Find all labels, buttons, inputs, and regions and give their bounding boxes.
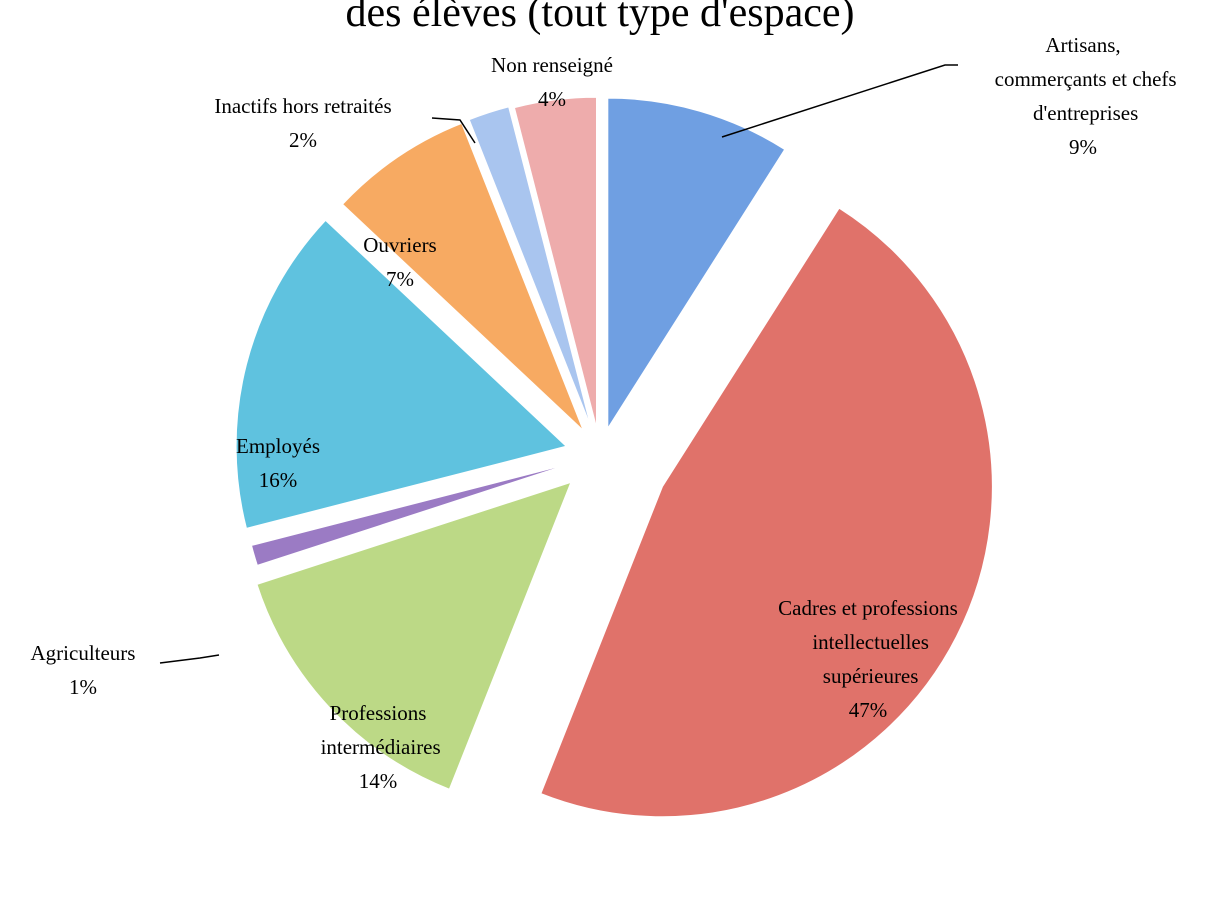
value-label: 7% bbox=[386, 267, 414, 291]
value-label: 1% bbox=[69, 675, 97, 699]
pie-slice bbox=[250, 462, 572, 566]
slice-label: Artisans, commerçants et chefs d'entrepr… bbox=[989, 33, 1176, 125]
leader-line bbox=[721, 64, 958, 138]
pie-slice bbox=[468, 106, 592, 427]
slice-label: Non renseigné bbox=[491, 53, 613, 77]
pie-slice bbox=[513, 96, 597, 428]
labels: Artisans, commerçants et chefs d'entrepr… bbox=[31, 33, 1177, 793]
pie-slice bbox=[341, 122, 584, 431]
slice-label: Professions intermédiaires bbox=[315, 701, 440, 759]
chart-title: des élèves (tout type d'espace) bbox=[345, 0, 854, 36]
pie-slice bbox=[607, 97, 786, 430]
slice-label: Employés bbox=[236, 434, 320, 458]
pie-slice bbox=[256, 481, 572, 790]
slice-label: Cadres et professions intellectuelles su… bbox=[778, 596, 958, 688]
slice-label: Agriculteurs bbox=[31, 641, 136, 665]
value-label: 47% bbox=[849, 698, 888, 722]
slice-label: Ouvriers bbox=[363, 233, 436, 257]
slice-label: Inactifs hors retraités bbox=[214, 94, 391, 118]
slices bbox=[235, 96, 993, 818]
pie-slice bbox=[540, 207, 993, 818]
value-label: 16% bbox=[259, 468, 298, 492]
value-label: 9% bbox=[1069, 135, 1097, 159]
leader-line bbox=[159, 654, 220, 664]
value-label: 14% bbox=[359, 769, 398, 793]
value-label: 4% bbox=[538, 87, 566, 111]
leader-line bbox=[431, 117, 476, 144]
value-label: 2% bbox=[289, 128, 317, 152]
pie-slice bbox=[235, 219, 568, 529]
